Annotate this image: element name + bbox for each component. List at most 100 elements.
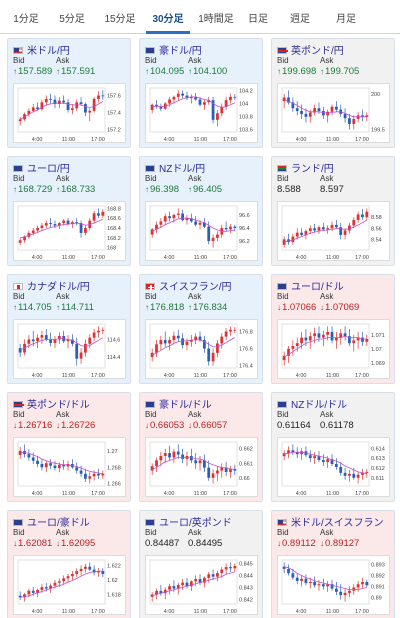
- candlestick-chart[interactable]: 1.622 1.62 1.618 4:00 11:00 17:00: [13, 555, 126, 615]
- candle-body: [361, 115, 364, 117]
- candlestick-chart[interactable]: 200 199.5 4:00 11:00 17:00: [277, 83, 390, 143]
- bid-value: ↓1.07066: [277, 302, 316, 313]
- candle-body: [155, 344, 158, 353]
- bid-label: Bid: [277, 174, 289, 183]
- pair-title[interactable]: 英ポンド/ドル: [13, 396, 90, 411]
- candlestick-chart[interactable]: 114.6 114.4 4:00 11:00 17:00: [13, 319, 126, 379]
- candle-body: [185, 95, 189, 99]
- pair-title[interactable]: カナダドル/円: [13, 278, 90, 293]
- candle-body: [198, 222, 202, 225]
- candlestick-chart[interactable]: 176.8 176.6 176.4 4:00 11:00 17:00: [145, 319, 258, 379]
- candlestick-chart[interactable]: 157.6 157.4 157.2 4:00 11:00 17:00: [13, 83, 126, 143]
- candlestick-chart[interactable]: 0.893 0.892 0.891 0.89 4:00 11:00 17:00: [277, 555, 390, 615]
- rate-card[interactable]: 豪ドル/円 Bid Ask ↑104.095 ↑104.100 104.2 104 103.8…: [139, 38, 263, 148]
- pair-title[interactable]: ユーロ/円: [13, 160, 70, 175]
- candle-body: [202, 340, 206, 349]
- tab-15min[interactable]: 15分足: [104, 14, 136, 25]
- pair-title[interactable]: ランド/円: [277, 160, 334, 175]
- rate-card[interactable]: カナダドル/円 Bid Ask ↑114.705 ↑114.711 114.6 114.4 4…: [7, 274, 131, 384]
- rate-card[interactable]: NZドル/円 Bid Ask ↑96.398 ↑96.405 96.6 96.4 96.2 4:…: [139, 156, 263, 266]
- candlestick-chart[interactable]: 168.8 168.6 168.4 168.2 168 4:00 11:00 17:00: [13, 201, 126, 261]
- candle-body: [291, 346, 295, 349]
- candle-body: [300, 232, 303, 235]
- tab-1min[interactable]: 1分足: [13, 14, 39, 25]
- pair-title[interactable]: ユーロ/豪ドル: [13, 514, 90, 529]
- trend-arrow-icon: ↓: [13, 421, 17, 430]
- ask-price: 1.26726: [61, 420, 96, 431]
- candlestick-chart[interactable]: 104.2 104 103.8 103.6 4:00 11:00 17:00: [145, 83, 258, 143]
- rate-card[interactable]: 豪ドル/ドル Bid Ask ↓0.66053 ↓0.66057 0.662 0.661 0.…: [139, 392, 263, 502]
- candlestick-chart[interactable]: 0.614 0.613 0.612 0.611 4:00 11:00 17:00: [277, 437, 390, 497]
- candle-body: [27, 590, 31, 595]
- candle-body: [75, 343, 79, 359]
- pair-title[interactable]: 米ドル/スイスフラン: [277, 514, 383, 529]
- plot-area: [149, 323, 238, 369]
- bid-price: 0.89112: [282, 538, 316, 549]
- candle-body: [287, 568, 290, 574]
- pair-title[interactable]: ユーロ/ドル: [277, 278, 344, 293]
- tab-5min[interactable]: 5分足: [59, 14, 85, 25]
- candlestick-chart[interactable]: 1.071 1.07 1.069 4:00 11:00 17:00: [277, 319, 390, 379]
- rate-card[interactable]: ユーロ/豪ドル Bid Ask ↓1.62081 ↓1.62095 1.622 1.62 1.…: [7, 510, 131, 618]
- pair-title[interactable]: 豪ドル/円: [145, 42, 202, 57]
- candle-body: [75, 467, 79, 471]
- x-tick-label: 4:00: [32, 491, 43, 497]
- chart-svg: 114.6 114.4 4:00 11:00 17:00: [17, 323, 120, 379]
- x-tick-label: 17:00: [91, 491, 105, 497]
- tab-weekly[interactable]: 週足: [290, 14, 310, 25]
- candle-body: [334, 337, 338, 341]
- candlestick-chart[interactable]: 0.845 0.844 0.843 0.842 4:00 11:00 17:00: [145, 555, 258, 615]
- rate-card[interactable]: 米ドル/円 Bid Ask ↑157.589 ↑157.591 157.6 157.4 157…: [7, 38, 131, 148]
- candle-body: [287, 450, 290, 454]
- candle-body: [79, 568, 83, 572]
- pair-title[interactable]: スイスフラン/円: [145, 278, 231, 293]
- rate-card[interactable]: NZドル/ドル Bid Ask 0.61164 0.61178 0.614 0.613 0.6…: [271, 392, 395, 502]
- pair-title[interactable]: ユーロ/英ポンド: [145, 514, 232, 529]
- tab-1hour[interactable]: 1時間足: [198, 14, 234, 25]
- candlestick-chart[interactable]: 8.58 8.56 8.54 4:00 11:00 17:00: [277, 201, 390, 261]
- candlestick-chart[interactable]: 1.27 1.268 1.266 4:00 11:00 17:00: [13, 437, 126, 497]
- bid-price: 0.61164: [277, 420, 311, 431]
- rate-card[interactable]: ユーロ/英ポンド Bid Ask 0.84487 0.84495 0.845 0.844 0.…: [139, 510, 263, 618]
- bid-price: 168.729: [18, 184, 53, 195]
- pair-name: 豪ドル/ドル: [159, 400, 212, 411]
- y-tick-label: 0.66: [239, 476, 250, 482]
- chart-svg: 1.071 1.07 1.069 4:00 11:00 17:00: [281, 323, 385, 379]
- rate-card[interactable]: ユーロ/ドル Bid Ask ↓1.07066 ↓1.07069 1.071 1.07 1.0…: [271, 274, 395, 384]
- rate-card[interactable]: 英ポンド/ドル Bid Ask ↓1.26716 ↓1.26726 1.27 1.268 1.…: [7, 392, 131, 502]
- tab-daily[interactable]: 日足: [248, 14, 268, 25]
- pair-title[interactable]: 米ドル/円: [13, 42, 70, 57]
- rate-card[interactable]: 英ポンド/円 Bid Ask ↑199.698 ↑199.705 200 199.5 4:00…: [271, 38, 395, 148]
- candlestick-chart[interactable]: 96.6 96.4 96.2 4:00 11:00 17:00: [145, 201, 258, 261]
- candle-body: [308, 455, 312, 459]
- candle-body: [339, 591, 343, 596]
- candle-body: [216, 234, 219, 238]
- bid-value: ↓1.62081: [13, 538, 52, 549]
- pair-title[interactable]: NZドル/円: [145, 160, 205, 175]
- candle-body: [66, 464, 70, 467]
- pair-title[interactable]: 英ポンド/円: [277, 42, 344, 57]
- candle-body: [62, 464, 66, 467]
- candlestick-chart[interactable]: 0.662 0.661 0.66 4:00 11:00 17:00: [145, 437, 258, 497]
- candle-body: [343, 472, 347, 476]
- rate-card[interactable]: ランド/円 Bid Ask 8.588 8.597 8.58 8.56 8.54 4:00 11:…: [271, 156, 395, 266]
- tab-monthly[interactable]: 月足: [336, 14, 356, 25]
- bid-label: Bid: [145, 292, 157, 301]
- bid-label: Bid: [277, 292, 289, 301]
- rate-card[interactable]: スイスフラン/円 Bid Ask ↑176.818 ↑176.834 176.8 176.6…: [139, 274, 263, 384]
- candle-body: [101, 211, 105, 216]
- rate-card[interactable]: ユーロ/円 Bid Ask ↑168.729 ↑168.733 168.8 168.6 168…: [7, 156, 131, 266]
- candle-body: [317, 227, 321, 231]
- ask-price: 104.100: [193, 66, 228, 77]
- y-tick-label: 1.618: [107, 592, 121, 598]
- pair-title[interactable]: NZドル/ドル: [277, 396, 347, 411]
- plot-area: [17, 441, 106, 487]
- candle-body: [224, 331, 228, 337]
- trend-arrow-icon: ↓: [277, 303, 281, 312]
- candle-body: [330, 224, 334, 229]
- candle-body: [176, 93, 180, 97]
- pair-title[interactable]: 豪ドル/ドル: [145, 396, 212, 411]
- tab-30min[interactable]: 30分足: [146, 10, 190, 34]
- candle-body: [189, 96, 193, 99]
- rate-card[interactable]: 米ドル/スイスフラン Bid Ask ↓0.89112 ↓0.89127 0.893 0.8…: [271, 510, 395, 618]
